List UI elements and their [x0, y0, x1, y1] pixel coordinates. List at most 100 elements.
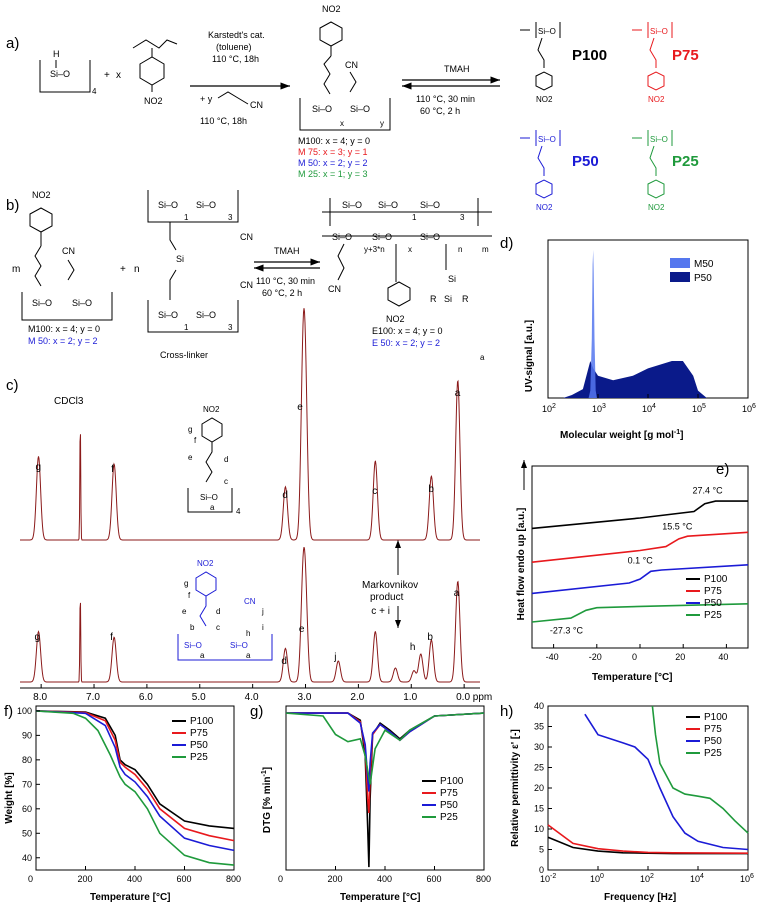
svg-text:(toluene): (toluene)	[216, 42, 252, 52]
svg-text:y+3*n: y+3*n	[364, 245, 385, 254]
y-tick: 20	[534, 783, 544, 793]
svg-text:Si–O: Si–O	[200, 493, 218, 502]
svg-text:a: a	[480, 353, 485, 362]
area-p50	[563, 361, 707, 398]
peak-label: e	[299, 624, 305, 635]
svg-text:Si–O: Si–O	[650, 27, 668, 36]
polymer-structures: Si–O NO2 P100 Si–O NO2 P75 Si–O NO2 P50 Si–O NO2 P2…	[520, 22, 699, 212]
panel-h: h) Relative permittivity ε' [-] P100P75P…	[500, 701, 754, 903]
svg-text:P50: P50	[694, 273, 712, 284]
legend-label: P25	[190, 752, 208, 763]
svg-text:Si–O: Si–O	[378, 200, 398, 210]
tg-annotation: 0.1 °C	[628, 556, 654, 566]
x-tick: 800	[476, 874, 491, 884]
nmr-tick: 0.0 ppm	[456, 692, 492, 703]
panel-label-g: g)	[250, 703, 263, 720]
x-tick: 106	[740, 873, 754, 884]
svg-text:TMAH: TMAH	[444, 64, 470, 74]
x-tick: 10-2	[540, 873, 556, 884]
svg-text:c: c	[216, 623, 220, 632]
series-line-p75	[547, 824, 749, 854]
peak-label: g	[36, 462, 42, 473]
svg-text:x: x	[340, 119, 344, 128]
series-line-p50	[531, 564, 749, 595]
panel-a: a) H Si–O 4 + x NO2 Karstedt's cat. (tol…	[6, 4, 699, 212]
x-tick: 0	[28, 874, 33, 884]
d-legend: M50 P50	[670, 258, 714, 284]
svg-text:Karstedt's cat.: Karstedt's cat.	[208, 30, 265, 40]
cyclic-monomer-product: NO2 CN Si–O Si–O x y	[299, 4, 391, 131]
x-tick: 102	[542, 403, 556, 414]
peak-label: h	[410, 642, 416, 653]
svg-text:Cross-linker: Cross-linker	[160, 350, 208, 360]
series-line-p50	[35, 710, 235, 852]
nmr-tick: 2.0	[350, 692, 364, 703]
polymer-label-p75: P75	[672, 47, 699, 64]
svg-text:c: c	[224, 477, 228, 486]
svg-text:product: product	[370, 592, 404, 603]
legend-label: P100	[704, 712, 728, 723]
polymer-label-p25: P25	[672, 153, 699, 170]
svg-text:x: x	[408, 245, 412, 254]
svg-text:CN: CN	[328, 284, 341, 294]
polymer-label-p100: P100	[572, 47, 607, 64]
series-line-p25	[285, 712, 485, 785]
svg-text:Si–O: Si–O	[230, 641, 248, 650]
area-m50	[588, 250, 597, 398]
svg-text:3: 3	[228, 323, 233, 332]
panel-d: d) UV-signal [a.u.] 102 103 104 105 106 Mole…	[500, 235, 756, 441]
svg-text:R: R	[462, 294, 469, 304]
y-tick: 15	[534, 804, 544, 814]
series-line-p75	[531, 531, 749, 563]
nmr-axis: 8.0 7.0 6.0 5.0 4.0 3.0 2.0 1.0 0.0 ppm	[33, 684, 492, 703]
svg-text:M 50: x = 2; y = 2: M 50: x = 2; y = 2	[28, 336, 98, 346]
svg-text:a: a	[246, 651, 251, 660]
svg-text:110 °C, 18h: 110 °C, 18h	[212, 54, 259, 64]
x-tick: 200	[78, 874, 93, 884]
legend-label: P100	[190, 716, 214, 727]
x-tick: 800	[226, 874, 241, 884]
y-tick: 40	[534, 701, 544, 711]
svg-text:E100: x = 4; y = 0: E100: x = 4; y = 0	[372, 326, 443, 336]
x-tick: 100	[590, 873, 604, 884]
panel-label-c: c)	[6, 377, 19, 394]
panel-label-f: f)	[4, 703, 13, 720]
svg-text:NO2: NO2	[536, 203, 553, 212]
svg-text:Si–O: Si–O	[538, 27, 556, 36]
nmr-tick: 6.0	[139, 692, 153, 703]
svg-text:g: g	[184, 579, 188, 588]
svg-text:E 50: x = 2; y = 2: E 50: x = 2; y = 2	[372, 338, 440, 348]
peak-label: f	[111, 464, 114, 475]
legend-label: P75	[704, 724, 722, 735]
tg-annotation: -27.3 °C	[550, 626, 584, 636]
svg-text:4: 4	[236, 507, 241, 516]
svg-text:i: i	[262, 623, 264, 632]
series-line-p100	[531, 500, 748, 530]
panel-b: b) NO2 CN m Si–O Si–O M100: x = 4; y = 0…	[6, 190, 492, 362]
svg-text:3: 3	[460, 213, 465, 222]
tg-annotation: 27.4 °C	[692, 485, 723, 495]
h-ylabel: Relative permittivity ε' [-]	[510, 729, 521, 847]
panel-label-d: d)	[500, 235, 513, 252]
svg-text:Si: Si	[448, 274, 456, 284]
svg-text:n: n	[458, 245, 462, 254]
svg-text:e: e	[188, 453, 193, 462]
x-tick: 0	[278, 874, 283, 884]
e-ylabel: Heat flow endo up [a.u.]	[516, 508, 527, 621]
series-line-p100	[547, 836, 748, 855]
panel-label-h: h)	[500, 703, 513, 720]
svg-text:NO2: NO2	[536, 95, 553, 104]
d-xlabel: Molecular weight [g mol-1]	[560, 429, 683, 441]
series-line-p25	[651, 705, 749, 834]
svg-text:NO2: NO2	[386, 314, 405, 324]
svg-text:f: f	[188, 591, 191, 600]
svg-text:NO2: NO2	[32, 190, 51, 200]
svg-text:Si–O: Si–O	[372, 232, 392, 242]
y-tick: 10	[534, 824, 544, 834]
monomer-composition: M 25: x = 1; y = 3	[298, 169, 368, 179]
elastomer-structure: Si–O Si–O Si–O Si–O Si–O Si–O y+3*n x n …	[322, 198, 492, 362]
svg-text:NO2: NO2	[322, 4, 341, 14]
svg-text:Si–O: Si–O	[72, 298, 92, 308]
svg-text:60 °C, 2 h: 60 °C, 2 h	[262, 288, 302, 298]
